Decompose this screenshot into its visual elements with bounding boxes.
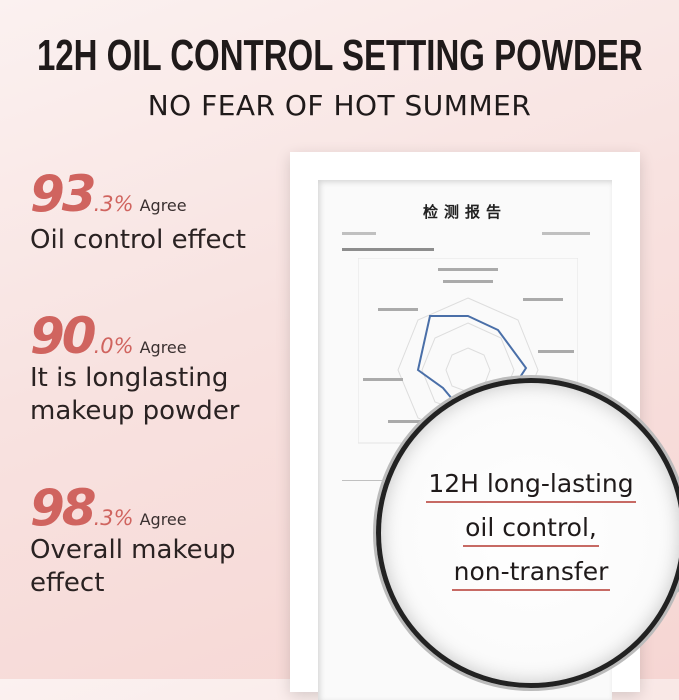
stat-desc: It is longlasting <box>30 363 229 393</box>
stat-number: 93 <box>30 165 97 223</box>
stat-desc: effect <box>30 568 105 598</box>
stat-number: 90 <box>30 307 97 365</box>
magnifier-line: 12H long-lasting <box>381 469 679 503</box>
stat-oil-control: 93.3% Agree Oil control effect <box>30 168 246 257</box>
subheadline: NO FEAR OF HOT SUMMER <box>147 89 532 122</box>
stat-decimal: .3% <box>93 506 134 530</box>
magnifier-line: oil control, <box>381 513 679 547</box>
magnifier-line: non-transfer <box>381 557 679 591</box>
stat-decimal: .0% <box>93 334 134 358</box>
stat-desc: makeup powder <box>30 396 240 426</box>
headline-text: 12H OIL CONTROL SETTING POWDER <box>36 31 643 80</box>
magnifying-glass: 12H long-lasting oil control, non-transf… <box>376 378 679 688</box>
headline: 12H OIL CONTROL SETTING POWDER <box>0 30 679 82</box>
stat-decimal: .3% <box>93 192 134 216</box>
stat-overall: 98.3% Agree Overall makeup effect <box>30 482 236 600</box>
stat-agree: Agree <box>139 338 187 357</box>
stat-agree: Agree <box>139 196 187 215</box>
stat-desc: Oil control effect <box>30 225 246 255</box>
stat-number: 98 <box>30 479 97 537</box>
stat-longlasting: 90.0% Agree It is longlasting makeup powd… <box>30 310 240 428</box>
stat-desc: Overall makeup <box>30 535 236 565</box>
report-title: 检测报告 <box>422 203 507 221</box>
stat-agree: Agree <box>139 510 187 529</box>
